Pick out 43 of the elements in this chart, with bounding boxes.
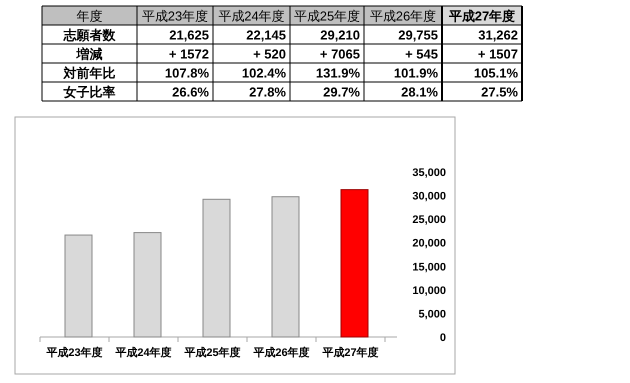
text: + 1572 [168,46,209,62]
text: + 1507 [478,46,518,62]
y-tick-label: 30,000 [412,190,446,203]
text: + 545 [405,46,438,62]
category-label: 女子比率 [64,84,116,100]
x-tick-label: 平成26年度 [252,346,310,359]
y-tick-label: 0 [440,332,446,344]
category-label: 対前年比 [64,66,116,80]
text: 21,625 [169,28,209,42]
y-tick-label: 5,000 [418,308,446,320]
y-tick-label: 20,000 [412,238,446,250]
text: 31,262 [478,28,518,42]
x-tick-label: 平成27年度 [321,346,379,359]
chart-title: 年度 [76,8,102,24]
x-tick-label: 平成24年度 [114,346,172,359]
text: 102.4% [242,66,286,80]
y-tick-label: 10,000 [412,284,446,297]
category-label: 増減 [76,46,102,62]
text: 27.8% [249,84,286,100]
category-label: 平成27年度 [448,8,516,24]
text: + 7065 [320,46,360,62]
text: 29.7% [323,84,360,100]
text: 101.9% [394,66,438,80]
text: 105.1% [474,66,518,80]
text: 29,755 [398,28,438,42]
text: + 520 [253,46,286,62]
text: 22,145 [246,28,286,42]
y-tick-label: 25,000 [412,214,446,226]
y-tick-label: 15,000 [412,261,446,274]
text: 27.5% [481,84,518,100]
category-label: 平成25年度 [294,8,360,24]
text: 29,210 [320,28,360,42]
text: 131.9% [316,66,360,80]
category-label: 平成24年度 [218,8,285,24]
text: 28.1% [401,84,438,100]
x-tick-label: 平成23年度 [45,346,103,359]
y-tick-label: 35,000 [412,167,446,179]
category-label: 志願者数 [64,28,116,42]
category-label: 平成23年度 [142,8,208,24]
text: 107.8% [164,66,209,80]
text: 26.6% [172,84,209,100]
category-label: 平成26年度 [370,8,436,24]
x-tick-label: 平成25年度 [183,346,241,359]
